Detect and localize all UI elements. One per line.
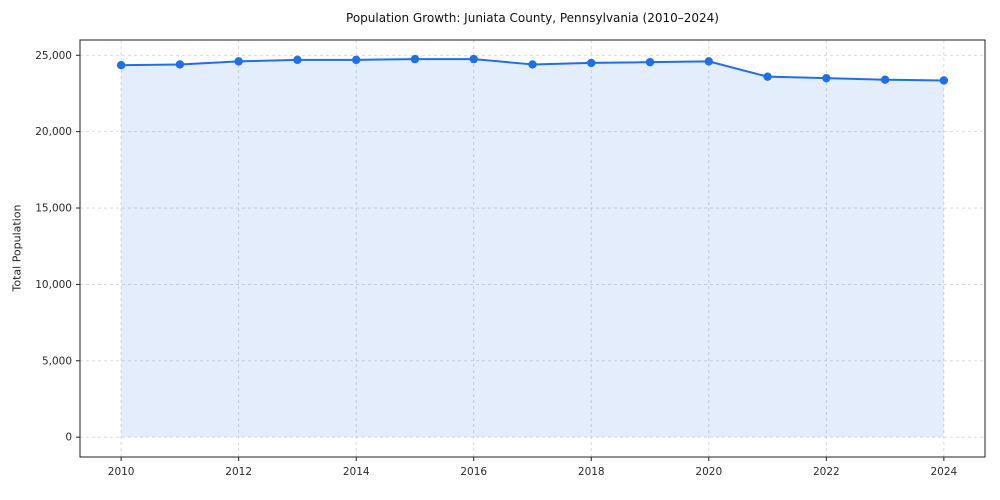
x-tick-label: 2012: [225, 466, 252, 478]
data-point: [763, 72, 772, 81]
x-tick-label: 2020: [695, 466, 722, 478]
data-point: [175, 60, 185, 69]
data-point: [293, 55, 302, 65]
data-point: [410, 54, 420, 64]
plot-border: [79, 39, 986, 458]
x-tick-label: 2014: [343, 466, 370, 478]
y-tick-label: 15,000: [35, 203, 72, 215]
data-point: [822, 73, 831, 83]
y-tick-label: 25,000: [35, 50, 72, 62]
y-tick-label: 0: [65, 432, 72, 444]
data-point: [116, 61, 126, 70]
x-tick-label: 2022: [813, 466, 840, 478]
y-tick-label: 20,000: [35, 126, 72, 138]
data-point: [704, 57, 713, 66]
data-point: [234, 57, 243, 66]
series-area-fill: [121, 59, 944, 438]
x-tick-label: 2016: [460, 466, 487, 478]
y-tick-label: 10,000: [35, 279, 72, 291]
chart-title: Population Growth: Juniata County, Penns…: [346, 11, 719, 25]
data-point: [939, 76, 949, 85]
data-point: [469, 54, 478, 64]
data-point: [587, 58, 596, 68]
y-tick-label: 5,000: [42, 355, 72, 367]
data-point: [528, 60, 537, 69]
x-tick-label: 2018: [578, 466, 605, 478]
data-point: [645, 57, 655, 67]
x-tick-label: 2010: [108, 466, 135, 478]
data-point: [352, 55, 361, 65]
data-point: [880, 75, 890, 84]
x-tick-label: 2024: [930, 466, 957, 478]
